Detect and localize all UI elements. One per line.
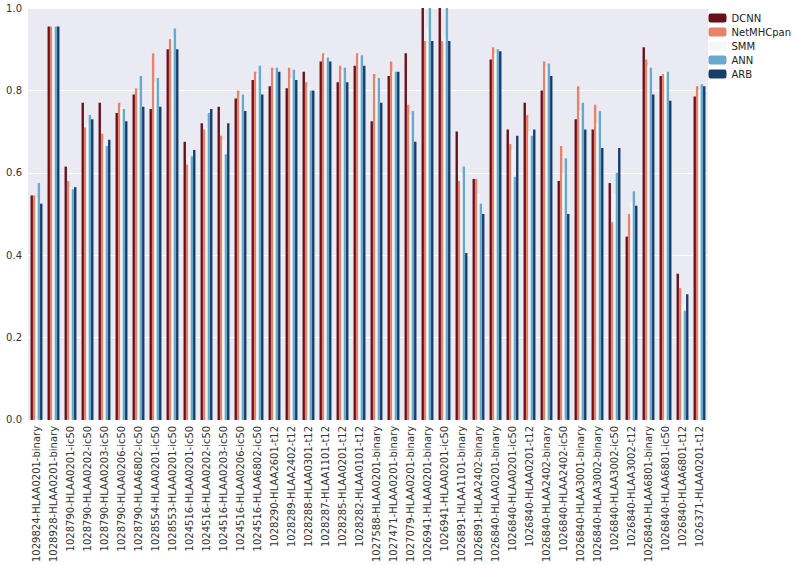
svg-text:NetMHCpan: NetMHCpan (732, 27, 792, 38)
svg-text:1027588-HLAA0201-binary: 1027588-HLAA0201-binary (371, 426, 382, 562)
svg-text:1028282-HLAA0101-t12: 1028282-HLAA0101-t12 (354, 426, 365, 547)
svg-text:1028790-HLAA6802-ic50: 1028790-HLAA6802-ic50 (133, 426, 144, 551)
svg-text:1026840-HLAA2402-binary: 1026840-HLAA2402-binary (541, 426, 552, 562)
svg-text:SMM: SMM (732, 41, 756, 52)
svg-text:0.2: 0.2 (6, 332, 22, 343)
svg-text:1024516-HLAA0202-ic50: 1024516-HLAA0202-ic50 (201, 426, 212, 551)
svg-text:1028289-HLAA2402-t12: 1028289-HLAA2402-t12 (286, 426, 297, 547)
svg-text:1026840-HLAA6801-ic50: 1026840-HLAA6801-ic50 (660, 426, 671, 551)
svg-text:ARB: ARB (732, 69, 753, 80)
svg-text:1028287-HLAA1101-t12: 1028287-HLAA1101-t12 (320, 426, 331, 547)
svg-text:DCNN: DCNN (732, 13, 762, 24)
svg-text:1026840-HLAA2402-ic50: 1026840-HLAA2402-ic50 (558, 426, 569, 551)
svg-text:0.6: 0.6 (6, 167, 22, 178)
svg-text:1024516-HLAA0201-ic50: 1024516-HLAA0201-ic50 (184, 426, 195, 551)
svg-text:1026941-HLAA0201-binary: 1026941-HLAA0201-binary (422, 426, 433, 562)
svg-text:1026840-HLAA3002-ic50: 1026840-HLAA3002-ic50 (609, 426, 620, 551)
svg-text:1026371-HLAA0201-t12: 1026371-HLAA0201-t12 (694, 426, 705, 547)
svg-text:1027471-HLAA0201-binary: 1027471-HLAA0201-binary (388, 426, 399, 562)
svg-text:1026840-HLAA0201-binary: 1026840-HLAA0201-binary (490, 426, 501, 562)
svg-text:0.4: 0.4 (6, 250, 22, 261)
svg-text:1024516-HLAA0203-ic50: 1024516-HLAA0203-ic50 (218, 426, 229, 551)
svg-text:1026840-HLAA6801-t12: 1026840-HLAA6801-t12 (677, 426, 688, 547)
svg-text:1028928-HLAA0201-binary: 1028928-HLAA0201-binary (48, 426, 59, 562)
svg-text:1028285-HLAA0201-t12: 1028285-HLAA0201-t12 (337, 426, 348, 547)
svg-text:1028288-HLAA0301-t12: 1028288-HLAA0301-t12 (303, 426, 314, 547)
svg-text:1026891-HLAA1101-binary: 1026891-HLAA1101-binary (456, 426, 467, 562)
svg-text:1029824-HLAA0201-binary: 1029824-HLAA0201-binary (31, 426, 42, 562)
svg-text:1027079-HLAA0201-binary: 1027079-HLAA0201-binary (405, 426, 416, 562)
svg-text:1026840-HLAA3001-binary: 1026840-HLAA3001-binary (575, 426, 586, 562)
svg-text:1026840-HLAA0201-t12: 1026840-HLAA0201-t12 (524, 426, 535, 547)
svg-text:1026840-HLAA3002-binary: 1026840-HLAA3002-binary (592, 426, 603, 562)
svg-text:0.0: 0.0 (6, 414, 22, 425)
svg-text:1024516-HLAA6802-ic50: 1024516-HLAA6802-ic50 (252, 426, 263, 551)
svg-text:1026891-HLAA2402-binary: 1026891-HLAA2402-binary (473, 426, 484, 562)
svg-text:1024516-HLAA0206-ic50: 1024516-HLAA0206-ic50 (235, 426, 246, 551)
svg-text:ANN: ANN (732, 55, 754, 66)
svg-text:0.8: 0.8 (6, 85, 22, 96)
svg-text:1028554-HLAA0201-ic50: 1028554-HLAA0201-ic50 (150, 426, 161, 551)
svg-text:1028290-HLAA2601-t12: 1028290-HLAA2601-t12 (269, 426, 280, 547)
svg-text:1026941-HLAA0201-ic50: 1026941-HLAA0201-ic50 (439, 426, 450, 551)
svg-text:1028790-HLAA0203-ic50: 1028790-HLAA0203-ic50 (99, 426, 110, 551)
svg-text:1026840-HLAA0201-ic50: 1026840-HLAA0201-ic50 (507, 426, 518, 551)
svg-text:1028790-HLAA0206-ic50: 1028790-HLAA0206-ic50 (116, 426, 127, 551)
svg-text:1.0: 1.0 (6, 3, 22, 14)
svg-text:1028553-HLAA0201-ic50: 1028553-HLAA0201-ic50 (167, 426, 178, 551)
svg-text:1028790-HLAA0202-ic50: 1028790-HLAA0202-ic50 (82, 426, 93, 551)
svg-text:1028790-HLAA0201-ic50: 1028790-HLAA0201-ic50 (65, 426, 76, 551)
svg-text:1026840-HLAA3002-t12: 1026840-HLAA3002-t12 (626, 426, 637, 547)
svg-text:1026840-HLAA6801-binary: 1026840-HLAA6801-binary (643, 426, 654, 562)
